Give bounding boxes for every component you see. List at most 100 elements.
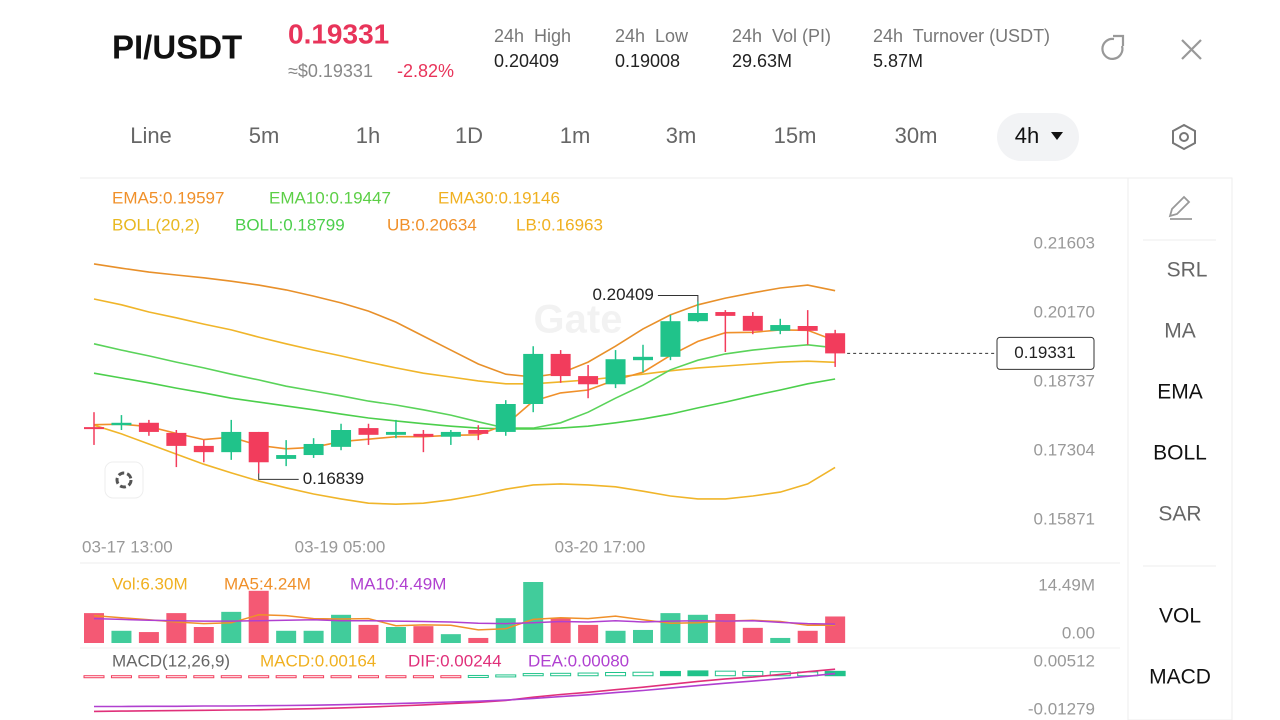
candle-body [605,359,626,385]
volume-label: Vol:6.30M [112,574,188,593]
macd-tick-label: -0.01279 [1028,699,1095,718]
macd-bar [220,675,242,679]
indicator-line [93,343,836,429]
macd-bar [632,671,654,677]
macd-bar [193,675,215,679]
tab[interactable]: 1m [560,123,591,148]
tab[interactable]: Line [130,123,172,148]
side-tool[interactable]: MA [1164,320,1196,343]
volume-bar [797,630,818,643]
tab[interactable]: 1h [356,123,380,148]
y-tick-label: 0.18737 [1034,371,1095,390]
tab[interactable]: 3m [666,123,697,148]
macd-bar [110,675,132,679]
stat-value: 5.87M [873,51,923,71]
volume-bar [193,627,214,643]
macd-label: MACD:0.00164 [260,651,376,670]
volume-bar [633,629,653,643]
indicator-label: LB:0.16963 [516,215,603,234]
volume-bar [605,630,626,643]
macd-bar [495,674,517,678]
macd-line [93,668,836,713]
macd-bar [577,672,599,677]
volume-bar [358,624,379,643]
tab[interactable]: 5m [249,123,280,148]
stat-label: 24h Low [615,26,689,46]
volume-bar [413,626,434,643]
volume-bar [111,630,132,643]
y-tick-label: 0.15871 [1034,509,1095,528]
indicator-line [93,298,836,385]
side-panel [1127,177,1233,720]
candle-body [797,326,818,331]
macd-label: DEA:0.00080 [528,651,629,670]
indicator-line [93,329,836,450]
candle-body [523,353,544,405]
tab[interactable]: 30m [895,123,938,148]
volume-bar [440,634,461,643]
volume-bar [550,618,571,643]
side-tool[interactable]: EMA [1157,381,1203,404]
candle-body [633,356,653,361]
high-label: 0.20409 [592,285,653,304]
volume-tick-label: 14.49M [1038,575,1095,594]
macd-bar [303,675,325,679]
tab[interactable]: 15m [774,123,817,148]
refresh-icon[interactable] [1101,34,1125,60]
close-icon[interactable] [1181,39,1202,60]
side-panel-item[interactable]: MACD [1149,666,1211,689]
macd-bar [605,672,627,677]
indicator-line [93,263,836,378]
macd-bar [742,670,764,677]
volume-ma-line [93,617,836,625]
candle-body [550,353,571,377]
macd-bar [714,670,736,677]
candle-body [715,312,736,316]
macd-bar [522,673,544,677]
y-tick-label: 0.21603 [1034,233,1095,252]
dropdown-arrow [1051,132,1063,140]
macd-label: DIF:0.00244 [408,651,502,670]
volume-bar [84,613,104,643]
macd-line [94,672,836,708]
side-panel-item[interactable]: VOL [1159,605,1201,628]
volume-bar [495,618,516,643]
indicator-label: EMA5:0.19597 [112,188,224,207]
macd-bar [83,675,105,679]
candle-body [276,455,297,459]
x-tick-label: 03-17 13:00 [82,537,173,556]
volume-bar [303,630,324,643]
side-tool[interactable]: BOLL [1153,442,1207,465]
high-pointer [657,294,699,302]
candle-body [742,315,763,331]
candle-body [166,432,187,446]
pencil-icon[interactable] [1168,195,1192,220]
tab[interactable]: 1D [455,123,483,148]
side-tool[interactable]: SAR [1158,503,1201,526]
volume-bar [523,582,544,643]
candle-body [84,427,104,430]
candle-body [770,325,791,331]
indicator-label: BOLL:0.18799 [235,215,345,234]
indicator-line [93,372,836,430]
macd-bar [467,674,489,678]
side-tool[interactable]: SRL [1167,259,1208,282]
stat-label: 24h Vol (PI) [732,26,831,46]
candle-body [413,433,434,437]
low-pointer [258,473,299,480]
candle-body [660,321,681,357]
macd-bar [412,675,434,679]
stat-label: 24h Turnover (USDT) [873,26,1050,46]
volume-bar [825,616,846,643]
settings-icon[interactable] [1172,123,1196,151]
tab[interactable]: 4h [1015,123,1039,148]
macd-bar [550,672,572,677]
volume-bar [578,624,599,643]
y-tick-label: 0.17304 [1034,440,1095,459]
active-tab-bg [997,113,1079,161]
macd-bar [165,675,187,679]
x-tick-label: 03-19 05:00 [295,537,386,556]
macd-bar [385,675,407,679]
volume-bar [742,627,763,643]
candle-body [138,422,159,432]
